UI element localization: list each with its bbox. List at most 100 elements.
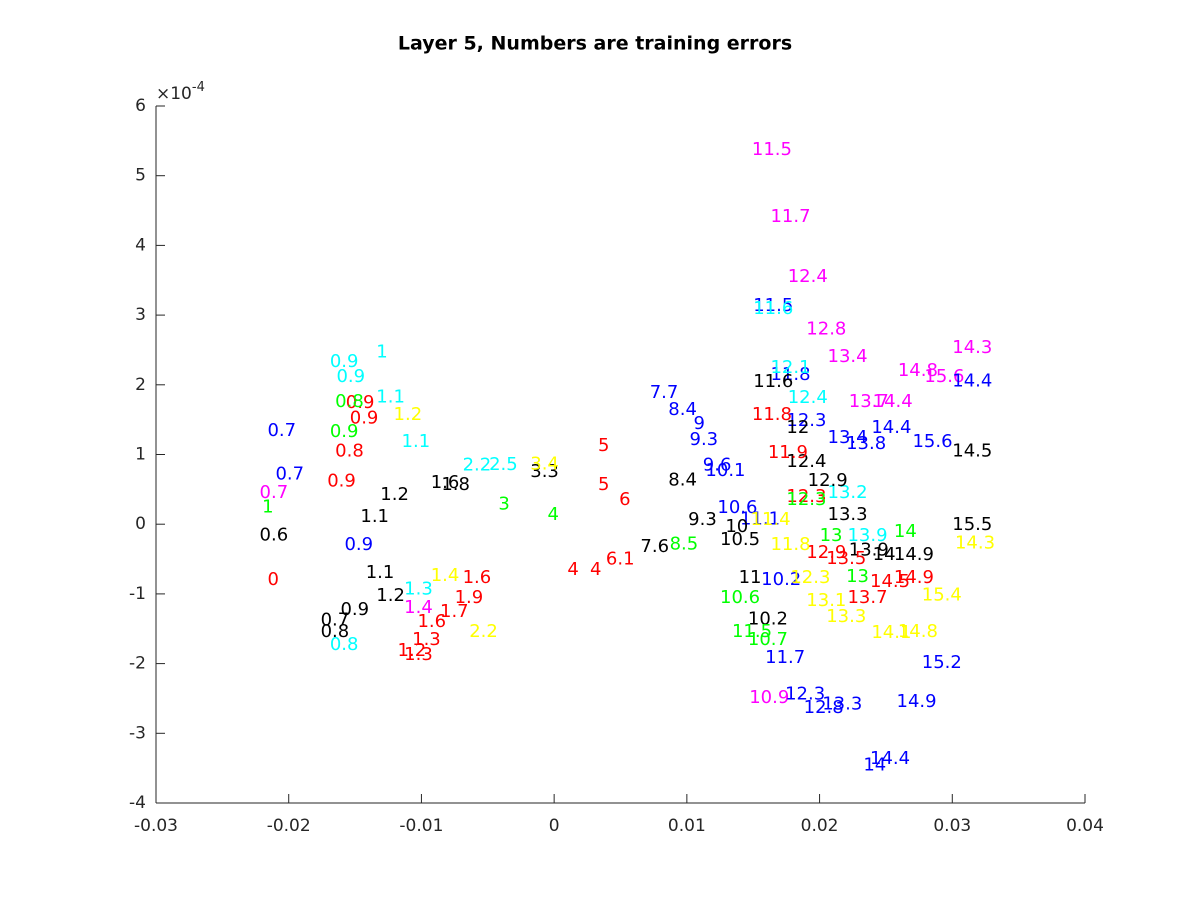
point-label: 14.4 bbox=[871, 417, 911, 438]
point-label: 5 bbox=[598, 435, 609, 456]
point-label: 11 bbox=[739, 567, 762, 588]
point-label: 1.6 bbox=[463, 567, 492, 588]
point-label: 3.3 bbox=[530, 461, 559, 482]
point-label: 13.8 bbox=[846, 433, 886, 454]
point-label: 11.5 bbox=[732, 621, 772, 642]
y-tick-label: 1 bbox=[135, 445, 146, 465]
point-label: 10.2 bbox=[761, 569, 801, 590]
point-label: 11.9 bbox=[768, 442, 808, 463]
point-label: 1.3 bbox=[404, 644, 433, 665]
point-label: 0.6 bbox=[260, 524, 289, 545]
point-label: 13 bbox=[820, 525, 843, 546]
point-label: 14.4 bbox=[873, 391, 913, 412]
point-label: 2.2 bbox=[463, 455, 492, 476]
y-multiplier: ×10-4 bbox=[156, 80, 205, 105]
point-label: 13.4 bbox=[828, 427, 868, 448]
point-label: 15.6 bbox=[912, 431, 952, 452]
point-label: 8.5 bbox=[670, 533, 699, 554]
x-tick-label: 0.02 bbox=[801, 816, 839, 836]
point-label: 11.7 bbox=[770, 206, 810, 227]
point-label: 5 bbox=[598, 474, 609, 495]
point-label: 0.7 bbox=[321, 609, 350, 630]
point-label: 11.5 bbox=[753, 295, 793, 316]
point-label: 12.8 bbox=[804, 697, 844, 718]
point-label: 10.1 bbox=[705, 460, 745, 481]
point-label: 0 bbox=[267, 569, 278, 590]
plot-area: 11.511.712.412.813.4 14.314.815.613.714.4… bbox=[260, 139, 996, 775]
point-label: 0.8 bbox=[321, 621, 350, 642]
point-label: 0.9 bbox=[330, 351, 359, 372]
point-label: 13.5 bbox=[826, 548, 866, 569]
point-label: 13.7 bbox=[849, 391, 889, 412]
point-label: 4 bbox=[590, 559, 601, 580]
point-label: 1.4 bbox=[431, 565, 460, 586]
point-label: 13.1 bbox=[806, 590, 846, 611]
point-label: 11.7 bbox=[765, 647, 805, 668]
point-label: 9.3 bbox=[690, 429, 719, 450]
point-label: 0.9 bbox=[344, 534, 373, 555]
point-label: 12.4 bbox=[786, 451, 826, 472]
point-label: 14.4 bbox=[870, 748, 910, 769]
point-label: 4 bbox=[567, 559, 578, 580]
point-label: 1.8 bbox=[441, 474, 470, 495]
point-label: 1.3 bbox=[404, 579, 433, 600]
point-label: 1.9 bbox=[455, 587, 484, 608]
x-tick-label: 0.01 bbox=[668, 816, 706, 836]
x-tick-label: -0.01 bbox=[399, 816, 443, 836]
y-tick-label: -3 bbox=[129, 723, 146, 743]
point-label: 9.6 bbox=[703, 455, 732, 476]
point-label: 1 bbox=[376, 342, 387, 363]
point-label: 13.3 bbox=[822, 694, 862, 715]
point-label: 12.3 bbox=[785, 683, 825, 704]
point-label: 0.9 bbox=[336, 366, 365, 387]
point-label: 13.3 bbox=[826, 606, 866, 627]
point-label: 11.4 bbox=[751, 509, 791, 530]
point-label: 1.2 bbox=[398, 640, 427, 661]
point-label: 14.8 bbox=[898, 360, 938, 381]
point-label: 0.8 bbox=[330, 634, 359, 655]
x-tick-label: 0.03 bbox=[933, 816, 971, 836]
point-label: 3 bbox=[498, 494, 509, 515]
point-label: 12.3 bbox=[786, 410, 826, 431]
point-label: 10.6 bbox=[720, 587, 760, 608]
point-label: 14.9 bbox=[897, 691, 937, 712]
y-tick-label: -2 bbox=[129, 654, 146, 674]
point-label: 12.3 bbox=[790, 567, 830, 588]
point-label: 0.9 bbox=[350, 407, 379, 428]
point-label: 15.6 bbox=[924, 366, 964, 387]
point-label: 3.4 bbox=[530, 453, 559, 474]
point-label: 0.9 bbox=[340, 599, 369, 620]
y-tick-label: 0 bbox=[135, 514, 146, 534]
point-label: 2.2 bbox=[469, 621, 498, 642]
point-label: 14 bbox=[873, 544, 896, 565]
point-label: 14.1 bbox=[871, 622, 911, 643]
point-label: 8.4 bbox=[668, 469, 697, 490]
x-tick-label: 0 bbox=[549, 816, 560, 836]
y-tick-label: -1 bbox=[129, 584, 146, 604]
point-label: 12.1 bbox=[770, 357, 810, 378]
point-label: 7.6 bbox=[640, 536, 669, 557]
point-label: 2.5 bbox=[489, 454, 518, 475]
point-label: 15.4 bbox=[922, 584, 962, 605]
point-label: 14.3 bbox=[952, 337, 992, 358]
y-tick-label: -4 bbox=[129, 793, 146, 813]
point-label: 11.8 bbox=[770, 534, 810, 555]
point-label: 1.1 bbox=[366, 562, 395, 583]
point-label: 1.1 bbox=[360, 506, 389, 527]
point-label: 10.6 bbox=[717, 497, 757, 518]
point-label: 15.2 bbox=[922, 652, 962, 673]
point-label: 1 bbox=[262, 496, 273, 517]
point-label: 12.4 bbox=[788, 387, 828, 408]
point-label: 10 bbox=[725, 516, 748, 537]
point-label: 1.6 bbox=[417, 611, 446, 632]
x-tick-label: -0.03 bbox=[134, 816, 178, 836]
point-label: 10.5 bbox=[720, 529, 760, 550]
point-label: 0.7 bbox=[260, 482, 289, 503]
point-label: 1.7 bbox=[440, 601, 469, 622]
point-label: 11.6 bbox=[753, 298, 793, 319]
point-label: 14.9 bbox=[894, 544, 934, 565]
point-label: 12 bbox=[786, 417, 809, 438]
point-label: 12.4 bbox=[788, 266, 828, 287]
point-label: 10.9 bbox=[749, 687, 789, 708]
